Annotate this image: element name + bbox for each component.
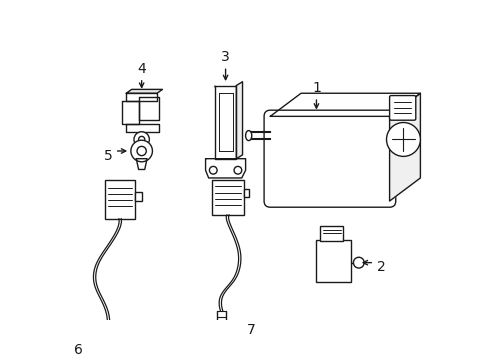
Bar — [244, 189, 249, 197]
Bar — [211, 180, 244, 215]
Polygon shape — [214, 86, 236, 159]
Circle shape — [138, 136, 144, 143]
Polygon shape — [126, 124, 159, 132]
Circle shape — [353, 257, 364, 268]
Circle shape — [131, 140, 152, 162]
Polygon shape — [236, 82, 242, 159]
Text: 4: 4 — [137, 62, 146, 76]
Text: 5: 5 — [103, 149, 112, 163]
Circle shape — [209, 166, 217, 174]
Text: 1: 1 — [311, 81, 320, 95]
Polygon shape — [389, 93, 420, 201]
Polygon shape — [122, 101, 139, 124]
Text: 7: 7 — [246, 323, 255, 337]
Text: 3: 3 — [221, 50, 229, 64]
Polygon shape — [205, 159, 245, 178]
Circle shape — [134, 132, 149, 147]
Bar — [104, 180, 135, 219]
Polygon shape — [270, 93, 420, 116]
Bar — [320, 226, 343, 241]
Circle shape — [137, 147, 146, 156]
Text: 6: 6 — [74, 343, 83, 357]
Ellipse shape — [245, 131, 251, 141]
Bar — [135, 192, 142, 201]
Bar — [316, 239, 350, 282]
Text: 2: 2 — [376, 260, 385, 274]
Polygon shape — [139, 97, 159, 120]
Circle shape — [386, 122, 420, 156]
FancyBboxPatch shape — [389, 95, 415, 120]
FancyBboxPatch shape — [264, 110, 395, 207]
Polygon shape — [126, 89, 162, 93]
Circle shape — [234, 166, 241, 174]
Polygon shape — [126, 93, 157, 101]
Polygon shape — [136, 159, 147, 170]
